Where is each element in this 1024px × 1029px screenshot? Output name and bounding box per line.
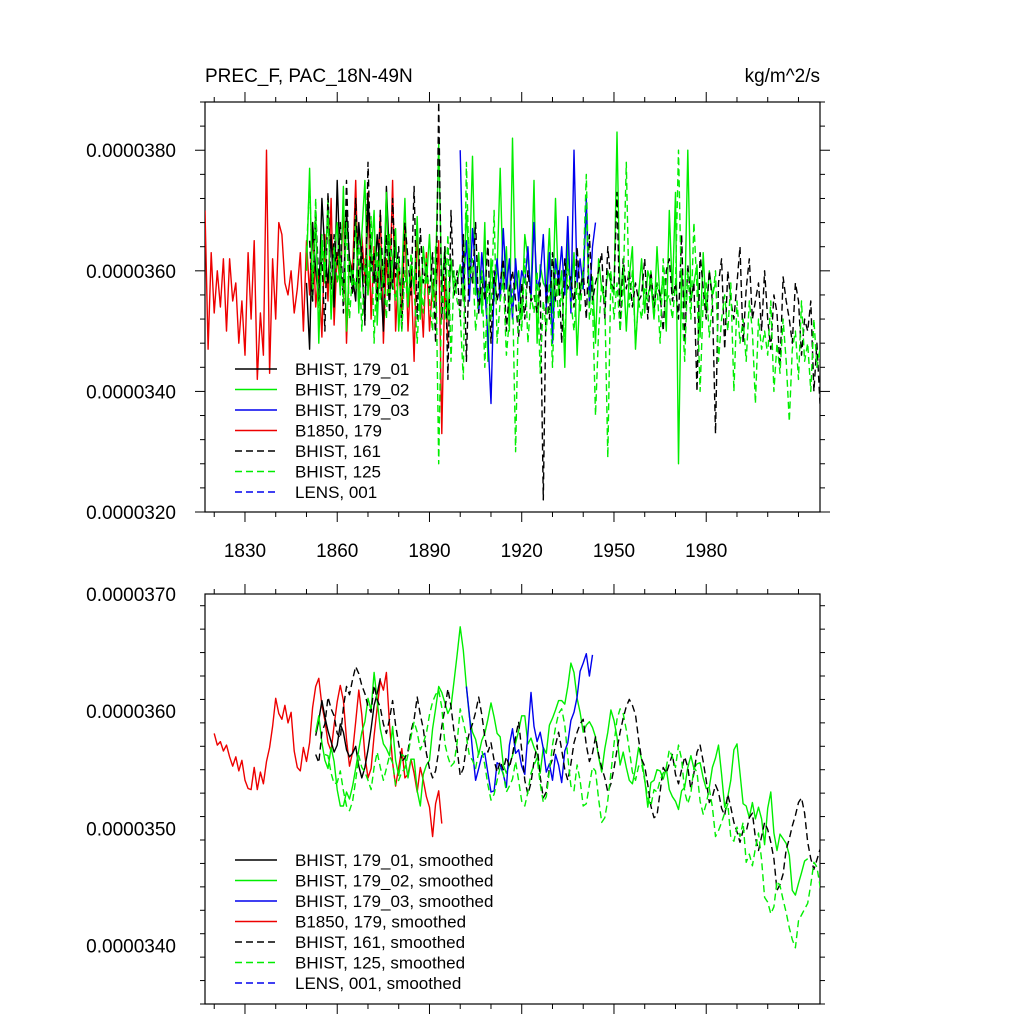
legend-label: BHIST, 179_02, smoothed (295, 872, 493, 891)
series-line (324, 689, 820, 949)
legend-label: BHIST, 179_03 (295, 401, 409, 420)
series-group (205, 102, 820, 501)
legend-label: LENS, 001, smoothed (295, 974, 461, 993)
legend-label: BHIST, 179_02 (295, 381, 409, 400)
series-line (315, 665, 820, 892)
y-tick-label: 0.0000360 (86, 702, 176, 723)
x-tick-label: 1920 (501, 541, 543, 562)
top-panel: 1830 1860 1890 1920 1950 1980 0.0000320 0.00003… (86, 66, 830, 562)
y-tick-label: 0.0000380 (86, 141, 176, 162)
legend-label: BHIST, 179_03, smoothed (295, 892, 493, 911)
series-line (305, 149, 820, 465)
x-tick-label: 1860 (316, 541, 358, 562)
y-tick-label: 0.0000340 (86, 382, 176, 403)
y-tick-label: 0.0000340 (86, 936, 176, 957)
bottom-panel: 0.0000340 0.0000350 0.0000360 0.0000370 BHIS… (86, 584, 825, 1014)
legend-label: BHIST, 161 (295, 442, 381, 461)
series-line (213, 671, 443, 838)
legend-label: BHIST, 161, smoothed (295, 933, 465, 952)
series-group (213, 626, 820, 949)
x-tick-label: 1980 (685, 541, 727, 562)
legend-label: B1850, 179 (295, 422, 382, 441)
chart-title: PREC_F, PAC_18N-49N (205, 66, 413, 87)
y-tick-label: 0.0000360 (86, 262, 176, 283)
plot-frame (204, 101, 821, 513)
legend-label: BHIST, 125 (295, 463, 381, 482)
series-line (459, 149, 597, 405)
series-line (315, 678, 381, 779)
chart-units: kg/m^2/s (745, 66, 820, 87)
x-tick-label: 1830 (224, 541, 266, 562)
series-line (305, 131, 717, 465)
legend-label: BHIST, 179_01, smoothed (295, 851, 493, 870)
legend-label: B1850, 179, smoothed (295, 913, 466, 932)
series-line (465, 653, 594, 793)
series-line (308, 102, 820, 501)
x-tick-label: 1950 (593, 541, 635, 562)
plot-frame (204, 593, 821, 1005)
legend-label: BHIST, 179_01 (295, 360, 409, 379)
x-tick-label: 1890 (408, 541, 450, 562)
y-tick-label: 0.0000370 (86, 585, 176, 606)
legend-label: LENS, 001 (295, 483, 377, 502)
legend-label: BHIST, 125, smoothed (295, 954, 465, 973)
y-tick-label: 0.0000350 (86, 819, 176, 840)
y-tick-label: 0.0000320 (86, 503, 176, 524)
